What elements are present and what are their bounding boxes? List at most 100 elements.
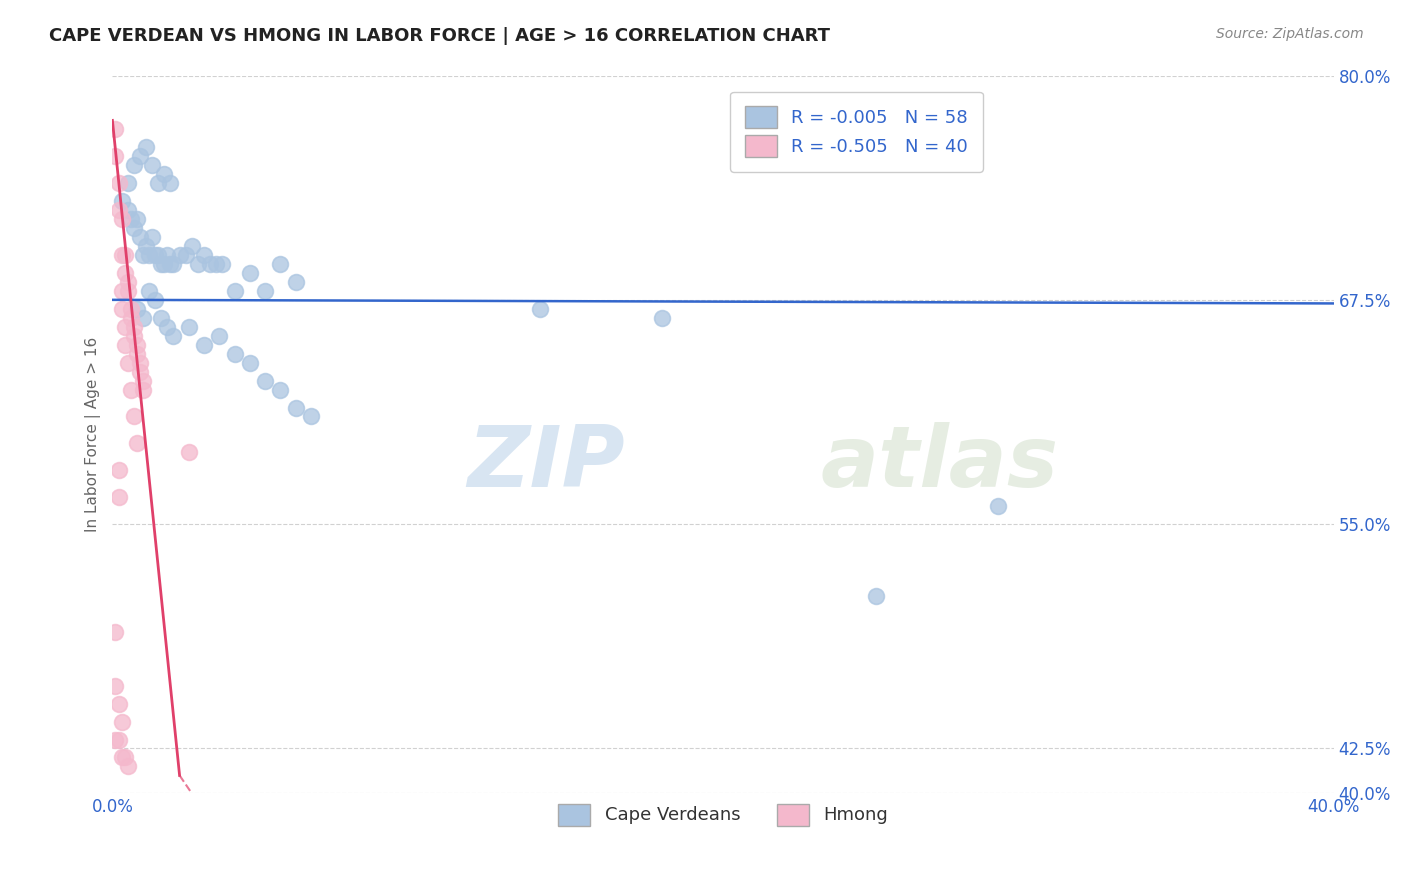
Point [205, 257, 228, 271]
Point [120, 310, 142, 325]
Point [153, 257, 176, 271]
Point [135, 239, 157, 253]
Point [110, 212, 132, 227]
Point [987, 500, 1010, 514]
Point [117, 284, 139, 298]
Point [138, 284, 160, 298]
Point [107, 490, 129, 504]
Point [104, 732, 127, 747]
Point [122, 409, 145, 424]
Point [104, 624, 127, 639]
Point [269, 383, 291, 397]
Point [169, 248, 191, 262]
Point [117, 759, 139, 773]
Point [128, 356, 150, 370]
Point [162, 328, 184, 343]
Point [208, 328, 231, 343]
Point [125, 436, 148, 450]
Point [107, 732, 129, 747]
Point [239, 356, 262, 370]
Point [141, 158, 163, 172]
Point [114, 337, 136, 351]
Point [114, 266, 136, 280]
Point [122, 328, 145, 343]
Point [104, 679, 127, 693]
Text: Source: ZipAtlas.com: Source: ZipAtlas.com [1216, 27, 1364, 41]
Point [159, 176, 181, 190]
Point [269, 257, 291, 271]
Point [150, 310, 173, 325]
Point [187, 257, 209, 271]
Point [132, 374, 155, 388]
Point [107, 463, 129, 477]
Point [284, 275, 307, 289]
Point [120, 212, 142, 227]
Point [148, 176, 170, 190]
Point [141, 230, 163, 244]
Point [174, 248, 197, 262]
Point [107, 203, 129, 218]
Point [122, 221, 145, 235]
Point [198, 257, 221, 271]
Point [143, 293, 166, 307]
Point [156, 248, 179, 262]
Text: CAPE VERDEAN VS HMONG IN LABOR FORCE | AGE > 16 CORRELATION CHART: CAPE VERDEAN VS HMONG IN LABOR FORCE | A… [49, 27, 830, 45]
Point [110, 301, 132, 316]
Point [117, 203, 139, 218]
Point [117, 356, 139, 370]
Point [128, 365, 150, 379]
Point [148, 248, 170, 262]
Point [224, 284, 246, 298]
Point [193, 337, 215, 351]
Point [211, 257, 233, 271]
Point [284, 401, 307, 415]
Point [177, 445, 200, 459]
Point [125, 347, 148, 361]
Point [104, 122, 127, 136]
Point [132, 383, 155, 397]
Point [132, 310, 155, 325]
Point [122, 158, 145, 172]
Point [138, 248, 160, 262]
Point [193, 248, 215, 262]
Point [107, 697, 129, 711]
Point [651, 310, 673, 325]
Point [120, 383, 142, 397]
Point [125, 212, 148, 227]
Point [299, 409, 322, 424]
Point [156, 319, 179, 334]
Point [159, 257, 181, 271]
Text: atlas: atlas [821, 422, 1059, 505]
Point [162, 257, 184, 271]
Point [865, 589, 887, 603]
Point [117, 275, 139, 289]
Point [150, 257, 173, 271]
Y-axis label: In Labor Force | Age > 16: In Labor Force | Age > 16 [86, 337, 101, 532]
Point [107, 176, 129, 190]
Point [143, 248, 166, 262]
Point [110, 284, 132, 298]
Point [180, 239, 202, 253]
Point [114, 750, 136, 764]
Point [110, 248, 132, 262]
Point [239, 266, 262, 280]
Point [110, 194, 132, 208]
Text: ZIP: ZIP [468, 422, 626, 505]
Point [135, 140, 157, 154]
Point [110, 750, 132, 764]
Legend: Cape Verdeans, Hmong: Cape Verdeans, Hmong [548, 795, 897, 835]
Point [128, 149, 150, 163]
Point [529, 301, 551, 316]
Point [110, 714, 132, 729]
Point [128, 230, 150, 244]
Point [125, 301, 148, 316]
Point [153, 167, 176, 181]
Point [114, 319, 136, 334]
Point [120, 301, 142, 316]
Point [224, 347, 246, 361]
Point [177, 319, 200, 334]
Point [254, 374, 277, 388]
Point [254, 284, 277, 298]
Point [125, 337, 148, 351]
Point [132, 248, 155, 262]
